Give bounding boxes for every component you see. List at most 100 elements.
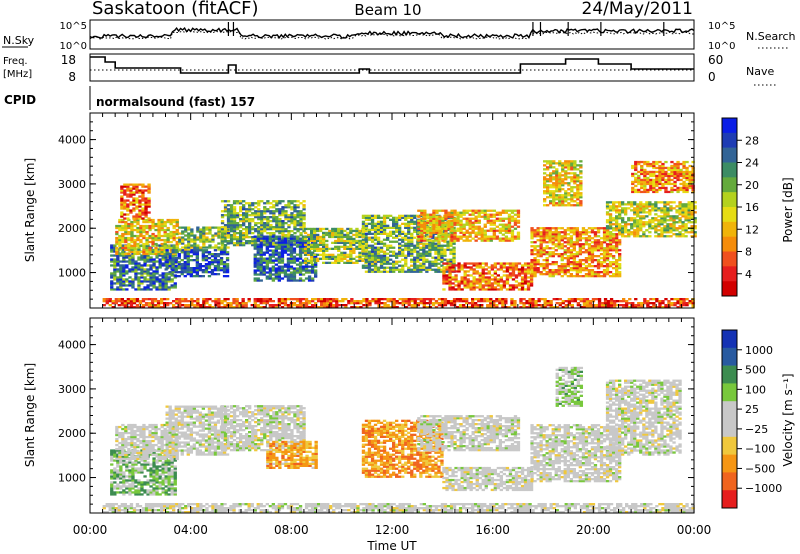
data-cell — [202, 240, 206, 243]
data-cell — [143, 260, 147, 263]
data-cell — [124, 252, 128, 256]
data-cell — [170, 278, 174, 281]
data-cell — [652, 182, 656, 186]
data-cell — [166, 228, 170, 232]
freq-panel-frame — [89, 53, 695, 82]
data-cell — [691, 160, 695, 164]
data-cell — [448, 278, 452, 281]
data-cell — [637, 182, 641, 186]
data-cell — [392, 232, 396, 235]
data-cell — [202, 228, 206, 231]
data-cell — [259, 273, 263, 276]
data-cell — [466, 270, 470, 273]
data-cell — [133, 244, 137, 248]
data-cell — [608, 205, 613, 208]
data-cell — [578, 231, 583, 234]
data-cell — [216, 273, 221, 276]
data-cell — [187, 238, 191, 241]
data-cell — [302, 200, 306, 203]
data-cell — [459, 237, 463, 240]
data-cell — [664, 180, 668, 184]
data-cell — [483, 213, 487, 216]
data-cell — [386, 266, 390, 269]
data-cell — [605, 245, 610, 248]
data-cell — [113, 266, 117, 269]
data-cell — [441, 227, 445, 230]
data-cell — [517, 272, 522, 275]
data-cell — [253, 259, 257, 262]
data-cell — [313, 241, 317, 244]
data-cell — [481, 286, 485, 289]
data-cell — [136, 252, 140, 256]
data-cell — [256, 251, 260, 254]
data-cell — [146, 288, 150, 291]
data-cell — [147, 191, 151, 194]
data-cell — [136, 244, 140, 248]
data-cell — [564, 190, 568, 193]
data-cell — [572, 267, 577, 270]
data-cell — [213, 253, 218, 256]
data-cell — [637, 160, 641, 164]
data-cell — [189, 249, 194, 252]
data-cell — [370, 248, 375, 251]
data-cell — [675, 235, 679, 238]
data-cell — [633, 209, 637, 212]
data-cell — [539, 265, 543, 268]
data-cell — [257, 222, 261, 225]
data-cell — [314, 273, 318, 276]
data-cell — [116, 270, 120, 273]
data-cell — [272, 216, 276, 219]
data-cell — [113, 278, 117, 281]
data-cell — [652, 184, 656, 188]
data-cell — [248, 224, 252, 227]
data-cell — [435, 223, 439, 226]
data-cell — [120, 211, 124, 214]
data-cell — [608, 235, 613, 238]
noise-sky-line — [89, 26, 695, 39]
data-cell — [192, 269, 197, 272]
data-cell — [523, 280, 528, 283]
data-cell — [166, 220, 170, 224]
data-cell — [358, 245, 362, 248]
data-cell — [502, 264, 507, 267]
data-cell — [290, 200, 294, 203]
data-cell — [280, 251, 285, 254]
data-cell — [239, 202, 243, 205]
data-cell — [211, 226, 215, 229]
data-cell — [298, 269, 303, 272]
data-cell — [587, 265, 592, 268]
data-cell — [448, 284, 452, 287]
data-cell — [278, 224, 282, 227]
data-cell — [168, 253, 172, 256]
data-cell — [263, 228, 267, 231]
data-cell — [567, 176, 571, 179]
data-cell — [410, 220, 414, 223]
data-cell — [373, 232, 378, 235]
data-cell — [386, 214, 390, 217]
data-cell — [382, 260, 387, 263]
data-cell — [549, 178, 553, 181]
data-cell — [536, 261, 540, 264]
data-cell — [349, 247, 353, 250]
data-cell — [587, 263, 592, 266]
data-cell — [392, 230, 396, 233]
data-cell — [322, 235, 326, 239]
data-cell — [441, 221, 445, 224]
data-cell — [490, 286, 495, 289]
data-cell — [563, 267, 567, 270]
data-cell — [263, 206, 267, 209]
data-cell — [690, 231, 694, 234]
data-cell — [306, 261, 311, 264]
data-cell — [389, 268, 393, 271]
data-cell — [370, 222, 375, 225]
data-cell — [630, 203, 634, 206]
data-cell — [113, 246, 117, 249]
data-cell — [229, 236, 234, 239]
data-cell — [355, 227, 359, 231]
data-cell — [193, 240, 197, 243]
data-cell — [579, 194, 583, 197]
data-cell — [413, 266, 417, 269]
data-cell — [283, 237, 288, 240]
data-cell — [487, 266, 491, 269]
data-cell — [143, 256, 147, 259]
